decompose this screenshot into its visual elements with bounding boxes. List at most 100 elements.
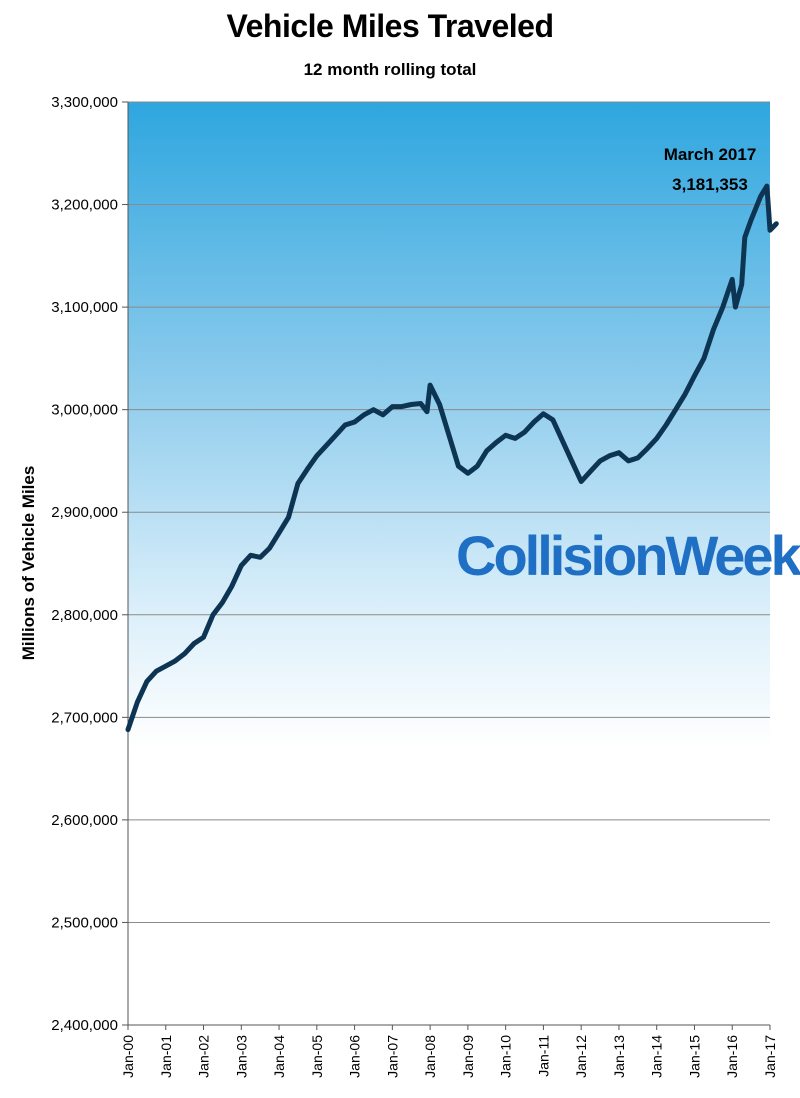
x-tick-label: Jan-04 bbox=[271, 1035, 287, 1078]
chart-subtitle: 12 month rolling total bbox=[303, 60, 477, 79]
data-point bbox=[774, 222, 778, 226]
data-point bbox=[173, 659, 177, 663]
data-point bbox=[532, 420, 536, 424]
data-point bbox=[608, 454, 611, 458]
data-point bbox=[145, 679, 149, 683]
data-point bbox=[749, 218, 753, 222]
data-point bbox=[475, 464, 479, 468]
x-tick-label: Jan-05 bbox=[309, 1035, 325, 1078]
data-point bbox=[362, 413, 366, 417]
data-point bbox=[570, 459, 574, 463]
plot-background bbox=[128, 102, 770, 1025]
data-point bbox=[287, 515, 290, 519]
data-point bbox=[353, 420, 357, 424]
x-tick-label: Jan-00 bbox=[120, 1035, 136, 1078]
data-point bbox=[579, 479, 583, 483]
x-tick-label: Jan-10 bbox=[498, 1035, 514, 1078]
data-point bbox=[164, 664, 168, 668]
data-point bbox=[324, 444, 328, 448]
x-tick-label: Jan-17 bbox=[762, 1035, 778, 1078]
data-point bbox=[249, 553, 253, 557]
data-point bbox=[438, 403, 442, 407]
x-tick-label: Jan-16 bbox=[724, 1035, 740, 1078]
data-point bbox=[381, 413, 385, 417]
data-point bbox=[220, 600, 224, 604]
data-point bbox=[268, 546, 272, 550]
series-line bbox=[125, 183, 779, 733]
x-tick-label: Jan-03 bbox=[233, 1035, 249, 1078]
data-point bbox=[523, 430, 527, 434]
data-point bbox=[513, 436, 517, 440]
data-point bbox=[551, 418, 555, 422]
data-point bbox=[702, 356, 706, 360]
x-tick-label: Jan-01 bbox=[158, 1035, 174, 1078]
data-point bbox=[674, 408, 678, 412]
x-tick-label: Jan-15 bbox=[686, 1035, 702, 1078]
x-tick-label: Jan-11 bbox=[535, 1035, 551, 1077]
y-tick-label: 3,000,000 bbox=[51, 402, 118, 419]
data-points bbox=[126, 184, 778, 732]
y-tick-label: 3,300,000 bbox=[51, 94, 118, 111]
data-point bbox=[126, 728, 130, 732]
data-point bbox=[743, 235, 747, 239]
data-point bbox=[541, 412, 545, 416]
data-point bbox=[305, 467, 309, 471]
collisionweek-watermark: CollisionWeek bbox=[456, 524, 800, 587]
data-point bbox=[617, 451, 621, 455]
data-point bbox=[315, 454, 319, 458]
data-point bbox=[419, 402, 423, 406]
y-tick-label: 3,100,000 bbox=[51, 299, 118, 316]
y-tick-label: 2,400,000 bbox=[51, 1017, 118, 1034]
x-tick-label: Jan-12 bbox=[573, 1035, 589, 1078]
data-point bbox=[447, 433, 451, 437]
data-point bbox=[759, 194, 763, 198]
data-point bbox=[135, 700, 139, 704]
data-point bbox=[636, 456, 640, 460]
x-tick-label: Jan-02 bbox=[196, 1035, 212, 1078]
data-point bbox=[765, 184, 769, 188]
data-point bbox=[645, 447, 649, 451]
data-point bbox=[334, 433, 338, 437]
data-point bbox=[626, 459, 630, 463]
y-tick-label: 3,200,000 bbox=[51, 197, 118, 214]
data-point bbox=[230, 584, 234, 588]
data-point bbox=[664, 423, 668, 427]
data-point bbox=[598, 459, 602, 463]
data-point bbox=[425, 410, 429, 414]
data-point bbox=[768, 228, 772, 232]
data-point bbox=[390, 405, 394, 409]
y-tick-label: 2,900,000 bbox=[51, 504, 118, 521]
data-point bbox=[466, 471, 470, 475]
data-point bbox=[428, 383, 432, 387]
data-point bbox=[211, 613, 215, 617]
data-point bbox=[733, 305, 737, 309]
x-tick-label: Jan-09 bbox=[460, 1035, 476, 1078]
data-point bbox=[343, 423, 347, 427]
x-axis-ticks: Jan-00 Jan-01 Jan-02 Jan-03 Jan-04 Jan-05 Jan-… bbox=[120, 1025, 778, 1078]
data-point bbox=[400, 405, 404, 409]
data-point bbox=[456, 464, 460, 468]
data-point bbox=[409, 403, 413, 407]
x-tick-label: Jan-13 bbox=[611, 1035, 627, 1078]
x-tick-label: Jan-06 bbox=[347, 1035, 363, 1078]
y-tick-label: 2,500,000 bbox=[51, 914, 118, 931]
y-tick-label: 2,600,000 bbox=[51, 812, 118, 829]
data-point bbox=[683, 392, 687, 396]
chart-title: Vehicle Miles Traveled bbox=[226, 8, 554, 44]
annotation-date: March 2017 bbox=[664, 145, 757, 164]
data-point bbox=[202, 635, 206, 639]
x-tick-label: Jan-07 bbox=[384, 1035, 400, 1078]
y-tick-label: 2,800,000 bbox=[51, 607, 118, 624]
data-point bbox=[504, 433, 508, 437]
data-point bbox=[258, 555, 262, 559]
data-point bbox=[721, 305, 725, 309]
data-point bbox=[494, 440, 498, 444]
data-point bbox=[183, 652, 187, 656]
data-point bbox=[192, 641, 196, 645]
data-point bbox=[692, 374, 696, 378]
data-point bbox=[740, 283, 744, 287]
data-point bbox=[239, 564, 243, 568]
data-point bbox=[560, 438, 564, 442]
data-point bbox=[730, 277, 734, 281]
